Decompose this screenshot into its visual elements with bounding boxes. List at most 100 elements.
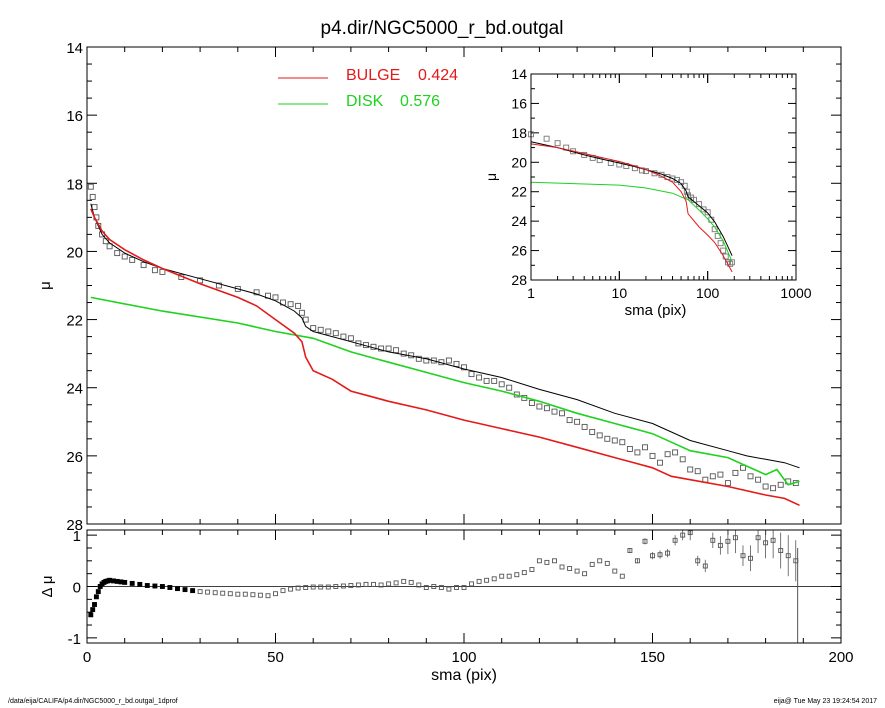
residual-point: [536, 558, 542, 564]
data-point: [642, 444, 648, 451]
residual-point: [695, 558, 701, 564]
x-tick-label: 150: [640, 649, 665, 666]
data-point: [747, 473, 754, 480]
legend-label: DISK: [346, 93, 384, 110]
data-point: [325, 328, 332, 335]
residual-point: [423, 585, 429, 590]
residual-point: [514, 572, 520, 578]
data-point: [740, 464, 746, 471]
residual-point: [657, 552, 663, 558]
residual-point: [642, 538, 648, 544]
residual-point: [310, 584, 316, 590]
residual-point: [167, 585, 173, 590]
data-point: [581, 151, 588, 158]
data-point: [253, 289, 260, 296]
residual-point: [650, 553, 655, 559]
residual-point: [92, 602, 97, 607]
y-tick-label: 26: [511, 243, 527, 259]
data-point: [140, 262, 147, 269]
x-tick-label: 1000: [780, 285, 811, 301]
data-point: [476, 374, 483, 381]
residual-point: [393, 580, 399, 586]
footer-timestamp: eija@ Tue May 23 19:24:54 2017: [773, 698, 877, 705]
x-tick-label: 200: [828, 649, 853, 666]
data-point: [724, 480, 731, 487]
residual-point: [386, 581, 392, 587]
y-tick-label: 16: [511, 95, 527, 111]
residual-point: [129, 580, 135, 586]
residual-point: [122, 579, 128, 585]
residual-point: [778, 548, 784, 553]
data-point: [332, 330, 339, 337]
y-tick-label: 22: [66, 313, 83, 330]
residual-point: [785, 553, 791, 559]
residual-point: [280, 588, 286, 594]
residual-point: [137, 581, 143, 587]
residual-point: [333, 584, 339, 589]
data-point: [87, 183, 94, 190]
residual-point: [227, 591, 233, 597]
data-point: [468, 371, 475, 378]
residual-point: [212, 590, 218, 596]
data-point: [129, 256, 136, 263]
data-point: [611, 437, 618, 444]
data-point: [728, 259, 735, 266]
data-point: [717, 471, 724, 478]
residual-point: [438, 585, 444, 590]
residual-point: [250, 592, 256, 598]
data-point: [378, 345, 385, 352]
data-point: [581, 423, 588, 430]
residual-point: [469, 581, 474, 587]
residual-point: [371, 581, 376, 587]
total-model-line: [90, 203, 800, 469]
residual-point: [363, 581, 369, 587]
residual-point: [95, 589, 101, 595]
data-point: [679, 456, 686, 463]
residual-point: [499, 573, 505, 579]
data-point: [664, 451, 671, 458]
data-point: [596, 432, 603, 439]
residual-point: [597, 558, 603, 564]
data-point: [657, 459, 663, 466]
residual-point: [732, 535, 738, 541]
residual-point: [355, 582, 361, 588]
data-point: [732, 469, 739, 476]
data-point: [543, 135, 550, 142]
residual-point: [710, 537, 716, 543]
residual-point: [288, 586, 294, 592]
data-point: [607, 160, 614, 166]
disk-line: [530, 181, 733, 262]
data-point: [694, 468, 701, 475]
residual-point: [273, 591, 278, 597]
data-point: [423, 357, 430, 364]
data-point: [604, 435, 611, 442]
y-axis-label: Δ μ: [39, 575, 56, 597]
data-point: [528, 400, 535, 406]
data-point: [272, 294, 279, 301]
data-point: [498, 381, 505, 388]
y-tick-label: 16: [66, 108, 83, 125]
data-point: [619, 439, 626, 446]
data-point: [720, 247, 727, 254]
data-point: [453, 360, 460, 367]
residual-point: [770, 537, 776, 543]
y-tick-label: 20: [511, 154, 527, 170]
data-point: [770, 485, 777, 492]
residual-point: [144, 583, 150, 588]
total-model-line: [530, 141, 733, 256]
data-point: [114, 250, 121, 257]
y-tick-label: 26: [66, 449, 83, 466]
residual-point: [702, 563, 708, 569]
legend-label: BULGE: [346, 67, 400, 84]
residual-point: [265, 593, 271, 599]
residual-point: [446, 586, 452, 592]
legend-value: 0.424: [418, 67, 458, 84]
residual-point: [90, 607, 96, 613]
residual-point: [680, 532, 686, 538]
residual-point: [589, 561, 595, 567]
data-point: [121, 253, 128, 260]
data-point: [106, 243, 113, 250]
x-tick-label: 0: [83, 649, 91, 666]
residual-point: [665, 550, 671, 556]
